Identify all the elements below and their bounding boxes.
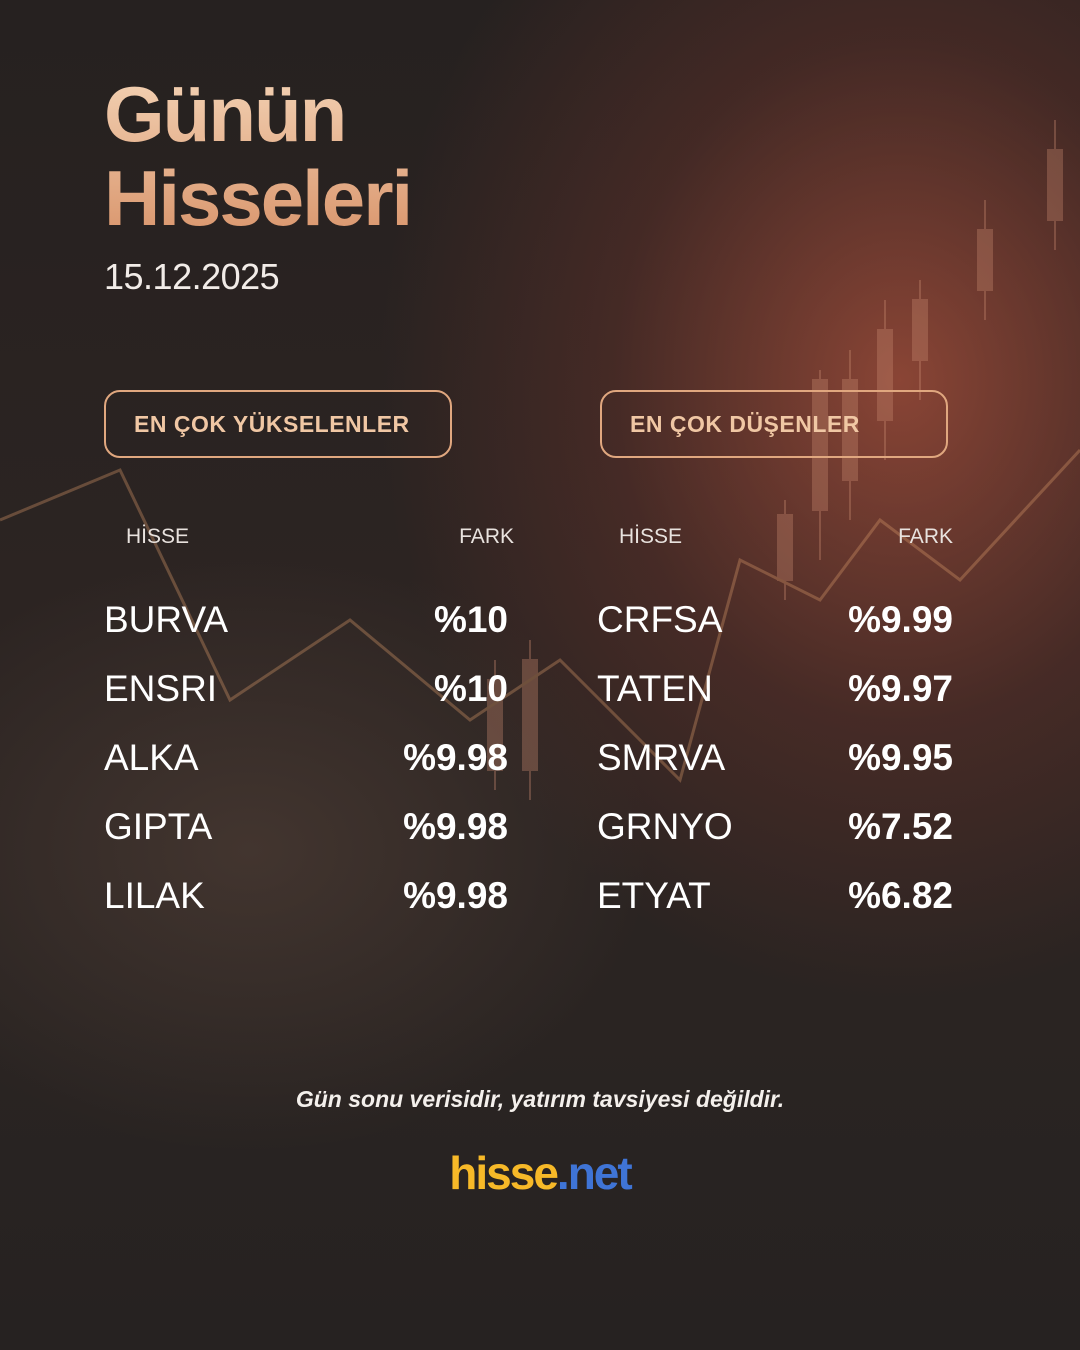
table-row: GRNYO %7.52	[597, 792, 953, 861]
page-title: Günün Hisseleri	[104, 72, 411, 240]
brand-logo: hisse.net	[0, 1146, 1080, 1200]
table-header: HİSSE FARK	[597, 525, 953, 585]
gainers-table: HİSSE FARK BURVA %10 ENSRI %10 ALKA %9.98 G…	[104, 525, 514, 930]
title-line-2: Hisseleri	[104, 154, 412, 242]
table-row: LILAK %9.98	[104, 861, 514, 930]
stock-change: %9.98	[403, 805, 508, 847]
stock-name: GIPTA	[104, 805, 213, 847]
table-row: ETYAT %6.82	[597, 861, 953, 930]
stock-name: ALKA	[104, 736, 199, 778]
table-row: ALKA %9.98	[104, 723, 514, 792]
stock-change: %10	[433, 598, 508, 640]
gainers-badge: EN ÇOK YÜKSELENLER	[104, 390, 452, 458]
logo-part-1: hisse	[449, 1147, 559, 1199]
stock-name: LILAK	[104, 874, 205, 916]
disclaimer: Gün sonu verisidir, yatırım tavsiyesi de…	[295, 1086, 785, 1112]
stock-change: %9.98	[403, 874, 508, 916]
table-row: TATEN %9.97	[597, 654, 953, 723]
table-header: HİSSE FARK	[104, 525, 514, 585]
stock-name: GRNYO	[597, 805, 733, 847]
col-change-header: FARK	[898, 525, 953, 548]
stock-name: CRFSA	[597, 598, 723, 640]
stock-name: ENSRI	[104, 667, 218, 709]
title-line-1: Günün	[104, 70, 346, 158]
stock-name: TATEN	[597, 667, 713, 709]
losers-badge: EN ÇOK DÜŞENLER	[600, 390, 948, 458]
stock-name: SMRVA	[597, 736, 726, 778]
stock-change: %9.95	[848, 736, 953, 778]
col-stock-header: HİSSE	[126, 525, 190, 548]
stock-change: %6.82	[848, 874, 953, 916]
stock-name: BURVA	[104, 598, 229, 640]
losers-table: HİSSE FARK CRFSA %9.99 TATEN %9.97 SMRVA %9…	[597, 525, 953, 930]
stock-name: ETYAT	[597, 874, 711, 916]
stock-change: %9.98	[403, 736, 508, 778]
table-row: BURVA %10	[104, 585, 514, 654]
stock-change: %10	[433, 667, 508, 709]
logo-part-2: .net	[556, 1147, 633, 1199]
stock-change: %9.97	[848, 667, 953, 709]
table-row: GIPTA %9.98	[104, 792, 514, 861]
table-row: CRFSA %9.99	[597, 585, 953, 654]
table-row: SMRVA %9.95	[597, 723, 953, 792]
col-change-header: FARK	[459, 525, 514, 548]
table-row: ENSRI %10	[104, 654, 514, 723]
date-label: 15.12.2025	[104, 256, 280, 297]
stock-change: %9.99	[848, 598, 953, 640]
stock-change: %7.52	[848, 805, 953, 847]
col-stock-header: HİSSE	[619, 525, 683, 548]
